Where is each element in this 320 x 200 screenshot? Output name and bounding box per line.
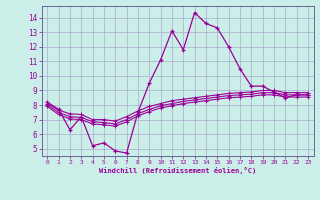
X-axis label: Windchill (Refroidissement éolien,°C): Windchill (Refroidissement éolien,°C): [99, 167, 256, 174]
